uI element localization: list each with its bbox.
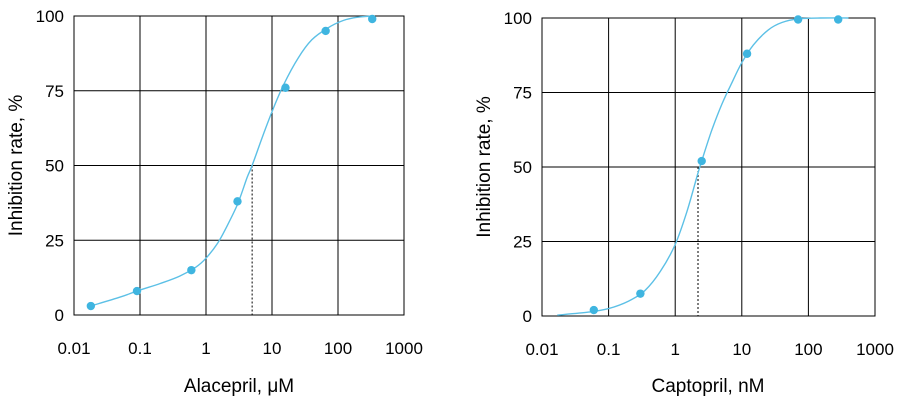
y-axis-label: Inhibition rate, % [6,95,27,237]
y-tick-label: 0 [523,307,532,326]
y-tick-label: 50 [45,157,64,176]
data-point [742,49,752,58]
data-point [187,265,196,275]
data-point [697,156,706,166]
x-tick-label: 1 [670,340,679,359]
x-tick-label: 0.01 [525,340,558,359]
y-tick-label: 75 [45,82,64,101]
y-axis-label: Inhibition rate, % [474,96,495,238]
y-tick-label: 75 [513,84,532,103]
x-tick-label: 1000 [856,340,894,359]
data-point [589,305,599,315]
data-point [368,14,377,24]
x-tick-label: 10 [263,339,282,358]
y-tick-label: 50 [513,158,532,177]
data-point [86,301,96,311]
y-tick-label: 100 [504,9,532,28]
data-point [132,286,142,296]
alacepril-chart: 0.01 0.1 1 10 100 1000 0 25 50 75 100 Alacepril, μM… [6,7,423,397]
data-point [233,197,242,206]
x-axis-label: Captopril, nM [652,376,765,397]
x-tick-label: 100 [324,339,352,358]
x-tick-label: 10 [732,340,751,359]
x-axis-label: Alacepril, μM [184,376,294,397]
data-point [281,83,290,92]
y-tick-label: 25 [45,231,64,250]
y-tick-label: 0 [55,306,64,325]
data-point [793,15,803,24]
captopril-chart: 0.01 0.1 1 10 100 1000 0 25 50 75 100 Captopril, nM… [474,9,894,397]
data-point [321,26,330,36]
data-point [833,15,843,24]
fit-curve [557,17,849,316]
x-tick-label: 0.1 [128,339,152,358]
x-tick-label: 1000 [385,339,423,358]
x-tick-label: 0.1 [597,340,621,359]
y-tick-label: 100 [36,7,64,26]
y-tick-label: 25 [513,233,532,252]
data-point [636,289,645,298]
x-tick-label: 100 [794,340,822,359]
x-tick-label: 1 [201,339,210,358]
x-tick-label: 0.01 [57,339,90,358]
